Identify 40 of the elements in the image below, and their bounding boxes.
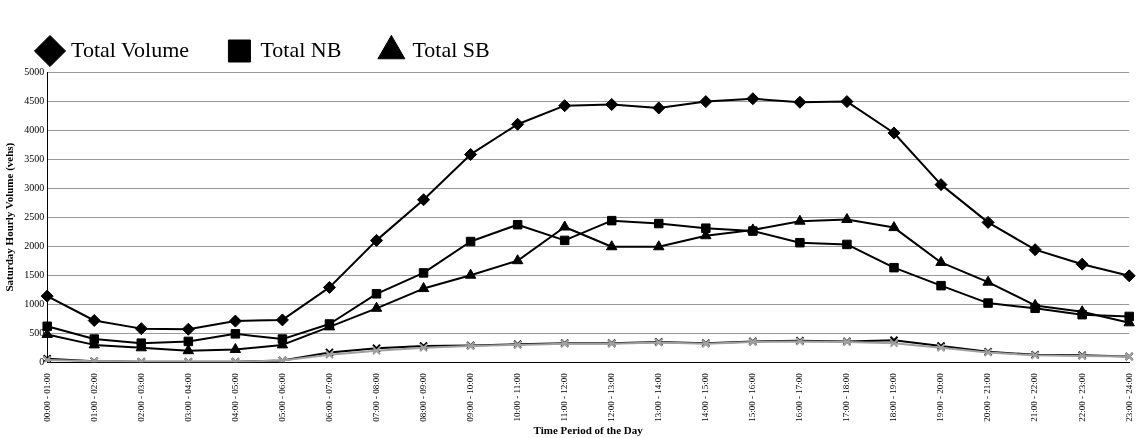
y-tick-label: 1500 [24,268,45,280]
x-tick-label: 22:00 - 23:00 [1076,372,1087,422]
x-tick-label: 16:00 - 17:00 [794,372,805,422]
x-tick-label: 03:00 - 04:00 [182,372,193,422]
x-tick-label: 20:00 - 21:00 [982,372,993,422]
x-tick-label: 11:00 - 12:00 [559,372,570,422]
y-tick-label: 3500 [24,152,45,164]
legend-label: Total SB [412,36,490,62]
y-tick-label: 0 [39,355,45,367]
x-tick-label: 07:00 - 08:00 [370,372,381,422]
x-tick-label: 02:00 - 03:00 [135,372,146,422]
x-tick-label: 13:00 - 14:00 [653,372,664,422]
x-tick-label: 00:00 - 01:00 [41,372,52,422]
x-tick-label: 14:00 - 15:00 [700,372,711,422]
y-tick-label: 3000 [24,181,45,193]
x-tick-label: 01:00 - 02:00 [88,372,99,422]
legend-label: Total Volume [71,36,190,62]
y-tick-label: 500 [29,326,45,338]
x-tick-label: 12:00 - 13:00 [606,372,617,422]
y-tick-label: 4500 [24,94,45,106]
y-tick-label: 5000 [24,65,45,77]
x-tick-label: 09:00 - 10:00 [464,372,475,422]
x-tick-label: 15:00 - 16:00 [747,372,758,422]
x-tick-label: 08:00 - 09:00 [417,372,428,422]
x-tick-label: 21:00 - 22:00 [1029,372,1040,422]
x-axis-title: Time Period of the Day [533,424,644,437]
x-tick-label: 06:00 - 07:00 [323,372,334,422]
y-tick-label: 4000 [24,123,45,135]
x-tick-label: 05:00 - 06:00 [276,372,287,422]
x-tick-label: 18:00 - 19:00 [888,372,899,422]
x-tick-label: 10:00 - 11:00 [511,372,522,422]
legend-label: Total NB [260,36,342,62]
y-tick-label: 1000 [24,297,45,309]
x-tick-label: 23:00 - 24:00 [1123,372,1134,422]
x-tick-label: 04:00 - 05:00 [229,372,240,422]
y-tick-label: 2000 [24,239,45,251]
x-tick-label: 17:00 - 18:00 [841,372,852,422]
y-axis-title: Saturday Hourly Volume (vehs) [3,142,17,292]
y-tick-label: 2500 [24,210,45,222]
x-tick-label: 19:00 - 20:00 [935,372,946,422]
